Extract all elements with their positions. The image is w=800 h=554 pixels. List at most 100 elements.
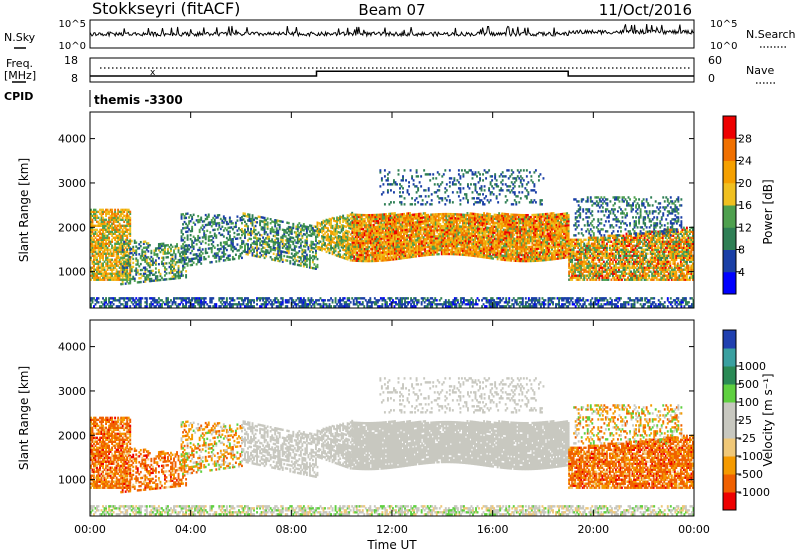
power-cell [114, 274, 117, 277]
power-cell [333, 229, 336, 232]
power-cell [498, 236, 501, 239]
power-cell [522, 233, 525, 237]
power-cell [489, 242, 492, 246]
power-cell [403, 256, 405, 260]
power-cell [269, 222, 272, 225]
power-cell [112, 272, 115, 275]
power-cell [310, 244, 313, 248]
power-cell [213, 232, 216, 235]
power-cell [248, 215, 251, 218]
power-cell [120, 241, 123, 244]
power-cell [154, 261, 157, 264]
power-cell [345, 237, 348, 241]
power-cell [363, 255, 366, 259]
power-cell [295, 233, 298, 236]
power-cell [331, 224, 334, 228]
power-cell [395, 215, 398, 219]
power-cell [363, 231, 366, 235]
power-cell [489, 218, 492, 222]
power-cell [118, 230, 121, 234]
power-cell [330, 234, 332, 237]
power-cell [236, 237, 239, 240]
power-cell [525, 227, 528, 231]
power-cell [430, 215, 433, 218]
power-cell [180, 239, 183, 242]
power-cell [386, 226, 389, 230]
power-cell [348, 254, 351, 258]
power-cell [218, 247, 221, 251]
power-cell [263, 232, 266, 236]
power-cell [274, 225, 277, 228]
power-cell [380, 253, 383, 256]
power-cell [363, 239, 366, 243]
power-cell [354, 217, 357, 220]
power-cell [418, 218, 421, 222]
power-cell [157, 262, 160, 266]
power-cell [100, 212, 103, 216]
power-cell [195, 257, 198, 260]
power-cell [109, 248, 112, 251]
power-cell [349, 251, 352, 254]
power-cell [126, 268, 129, 271]
freq-tick-top: 18 [64, 54, 78, 67]
power-cell [262, 226, 265, 229]
power-cell [493, 225, 496, 228]
power-cell [209, 231, 212, 234]
power-cell [502, 228, 505, 232]
power-cell [250, 227, 252, 231]
power-cell [464, 243, 467, 247]
power-cell [390, 258, 393, 261]
power-cell [422, 242, 425, 245]
power-cell [316, 229, 319, 232]
power-cell [351, 225, 354, 228]
power-cell [421, 214, 424, 217]
power-cell [200, 258, 203, 261]
power-cell [224, 227, 227, 230]
power-cell [251, 218, 254, 221]
power-cell [278, 245, 281, 249]
power-cell [492, 229, 495, 232]
power-cell [227, 256, 230, 260]
power-cell [378, 233, 381, 236]
power-cell [520, 213, 523, 217]
power-cell [94, 208, 97, 212]
power-cell [324, 242, 326, 245]
power-cell [504, 238, 507, 242]
power-cell [529, 259, 532, 263]
power-cell [508, 227, 511, 230]
power-cell [163, 268, 166, 271]
power-cell [406, 254, 409, 257]
power-cell [239, 218, 242, 222]
power-cell [471, 244, 473, 247]
power-cell [387, 226, 390, 230]
power-cell [508, 231, 511, 234]
power-cell [483, 244, 486, 247]
power-cell [177, 258, 180, 262]
power-cell [94, 278, 97, 281]
power-cell [203, 232, 206, 235]
power-cell [397, 243, 399, 247]
power-cell [390, 226, 393, 229]
power-cell [215, 216, 218, 219]
power-cell [366, 255, 369, 259]
power-cell [449, 226, 452, 230]
power-cell [475, 215, 478, 218]
power-cell [377, 237, 380, 241]
power-cell [531, 255, 534, 259]
power-cell [112, 228, 115, 232]
power-cell [171, 261, 174, 264]
power-cell [446, 232, 449, 236]
power-cell [177, 260, 180, 264]
power-cell [346, 256, 349, 259]
power-cell [475, 217, 478, 220]
power-cell [403, 236, 405, 240]
power-cell [112, 222, 115, 226]
power-cell [356, 251, 359, 254]
power-cell [124, 272, 127, 275]
power-cell [413, 237, 416, 240]
power-cell [129, 276, 132, 279]
power-cell [268, 237, 271, 241]
power-cell [522, 213, 525, 217]
power-cell [251, 252, 254, 255]
power-cell [427, 225, 430, 229]
